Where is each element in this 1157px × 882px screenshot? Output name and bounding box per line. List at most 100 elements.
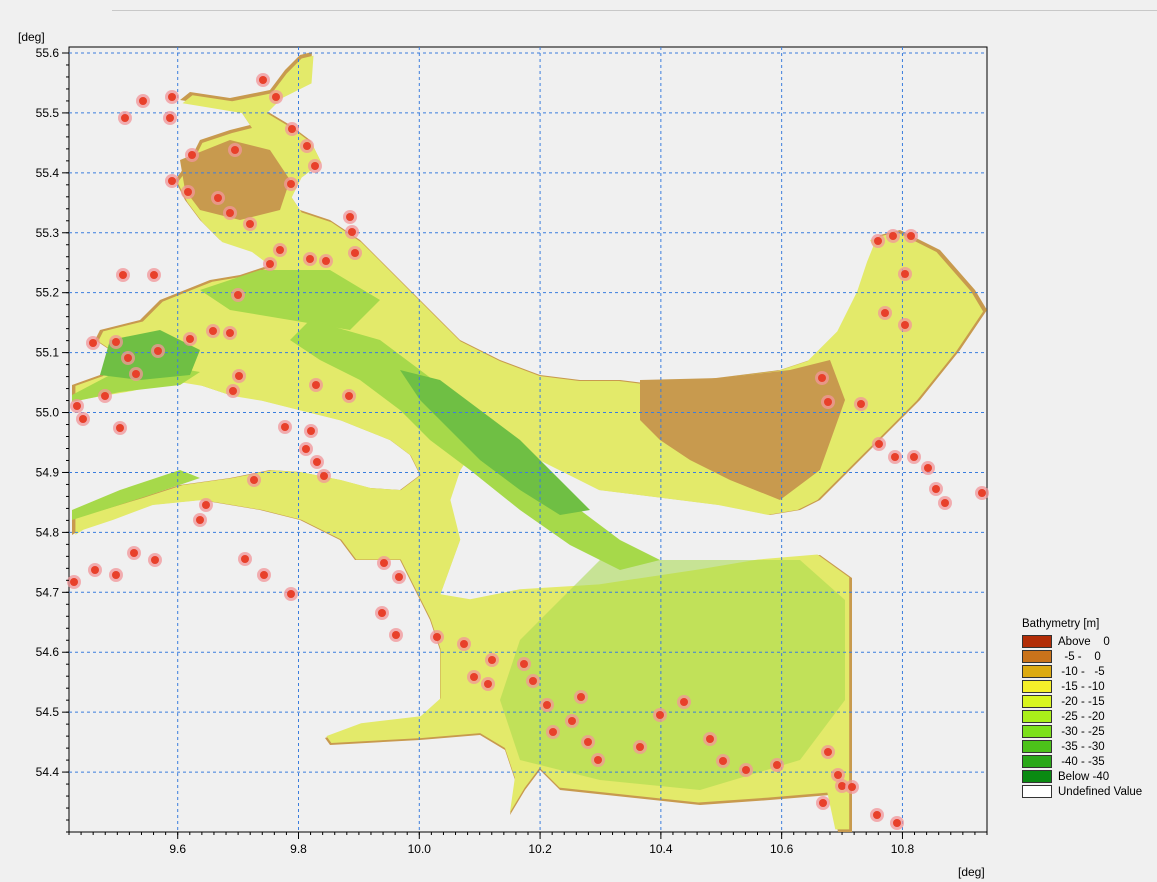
y-tick-label: 54.5 <box>36 705 60 719</box>
y-tick-label: 54.6 <box>36 645 60 659</box>
marker <box>272 93 280 101</box>
marker <box>312 381 320 389</box>
marker <box>79 415 87 423</box>
marker <box>287 590 295 598</box>
marker <box>594 756 602 764</box>
marker <box>119 271 127 279</box>
marker <box>838 782 846 790</box>
legend-swatch <box>1022 770 1052 783</box>
y-tick-label: 55.5 <box>36 106 60 120</box>
marker <box>348 228 356 236</box>
marker <box>380 559 388 567</box>
legend-item: Below -40 <box>1022 769 1157 784</box>
marker <box>226 209 234 217</box>
y-tick-label: 55.2 <box>36 286 60 300</box>
legend-swatch <box>1022 635 1052 648</box>
marker <box>824 398 832 406</box>
marker <box>910 453 918 461</box>
marker <box>313 458 321 466</box>
marker <box>246 220 254 228</box>
legend-swatch <box>1022 665 1052 678</box>
marker <box>889 232 897 240</box>
legend-label: -25 - -20 <box>1058 711 1105 723</box>
legend-swatch <box>1022 710 1052 723</box>
legend-swatch <box>1022 755 1052 768</box>
marker <box>891 453 899 461</box>
legend-swatch <box>1022 650 1052 663</box>
legend-item: -5 - 0 <box>1022 649 1157 664</box>
marker <box>484 680 492 688</box>
marker <box>875 440 883 448</box>
marker <box>70 578 78 586</box>
marker <box>260 571 268 579</box>
y-axis-ticks: 55.655.555.455.355.255.155.054.954.854.7… <box>36 46 69 832</box>
marker <box>320 472 328 480</box>
y-tick-label: 55.3 <box>36 226 60 240</box>
marker <box>848 783 856 791</box>
legend-label: Above 0 <box>1058 636 1110 648</box>
marker <box>520 660 528 668</box>
marker <box>577 693 585 701</box>
marker <box>636 743 644 751</box>
marker <box>307 427 315 435</box>
marker <box>196 516 204 524</box>
y-tick-label: 54.7 <box>36 585 60 599</box>
y-tick-label: 55.4 <box>36 166 60 180</box>
marker <box>941 499 949 507</box>
marker <box>101 392 109 400</box>
marker <box>209 327 217 335</box>
marker <box>186 335 194 343</box>
marker <box>250 476 258 484</box>
legend-swatch <box>1022 695 1052 708</box>
marker <box>901 270 909 278</box>
x-tick-label: 10.8 <box>891 842 915 856</box>
marker <box>346 213 354 221</box>
marker <box>924 464 932 472</box>
legend-title: Bathymetry [m] <box>1022 618 1157 630</box>
x-tick-label: 10.2 <box>528 842 552 856</box>
marker <box>121 114 129 122</box>
marker <box>151 556 159 564</box>
marker <box>460 640 468 648</box>
x-axis-ticks: 9.6 9.8 10.0 10.2 10.4 10.6 10.8 <box>69 832 987 856</box>
x-tick-label: 9.6 <box>169 842 186 856</box>
y-tick-label: 55.1 <box>36 346 60 360</box>
marker <box>680 698 688 706</box>
legend: Bathymetry [m] Above 0 -5 - 0 -10 - -5 -… <box>1022 618 1157 799</box>
marker <box>881 309 889 317</box>
marker <box>276 246 284 254</box>
marker <box>226 329 234 337</box>
marker <box>719 757 727 765</box>
marker <box>818 374 826 382</box>
marker <box>656 711 664 719</box>
marker <box>124 354 132 362</box>
marker <box>229 387 237 395</box>
marker <box>259 76 267 84</box>
bathymetry-map[interactable]: 9.6 9.8 10.0 10.2 10.4 10.6 10.8 55.655.555.45… <box>0 0 1000 882</box>
marker <box>73 402 81 410</box>
marker <box>857 400 865 408</box>
legend-label: -35 - -30 <box>1058 741 1105 753</box>
marker <box>287 180 295 188</box>
legend-label: -20 - -15 <box>1058 696 1105 708</box>
marker <box>302 445 310 453</box>
marker <box>549 728 557 736</box>
marker <box>116 424 124 432</box>
marker <box>132 370 140 378</box>
marker <box>901 321 909 329</box>
y-tick-label: 55.6 <box>36 46 60 60</box>
marker <box>378 609 386 617</box>
marker <box>834 771 842 779</box>
legend-item: -15 - -10 <box>1022 679 1157 694</box>
marker <box>202 501 210 509</box>
legend-label: -30 - -25 <box>1058 726 1105 738</box>
legend-label: -5 - 0 <box>1058 651 1101 663</box>
legend-item: -10 - -5 <box>1022 664 1157 679</box>
legend-swatch <box>1022 740 1052 753</box>
x-tick-label: 9.8 <box>290 842 307 856</box>
marker <box>89 339 97 347</box>
legend-label: Undefined Value <box>1058 786 1142 798</box>
legend-item: -35 - -30 <box>1022 739 1157 754</box>
marker <box>584 738 592 746</box>
marker <box>345 392 353 400</box>
